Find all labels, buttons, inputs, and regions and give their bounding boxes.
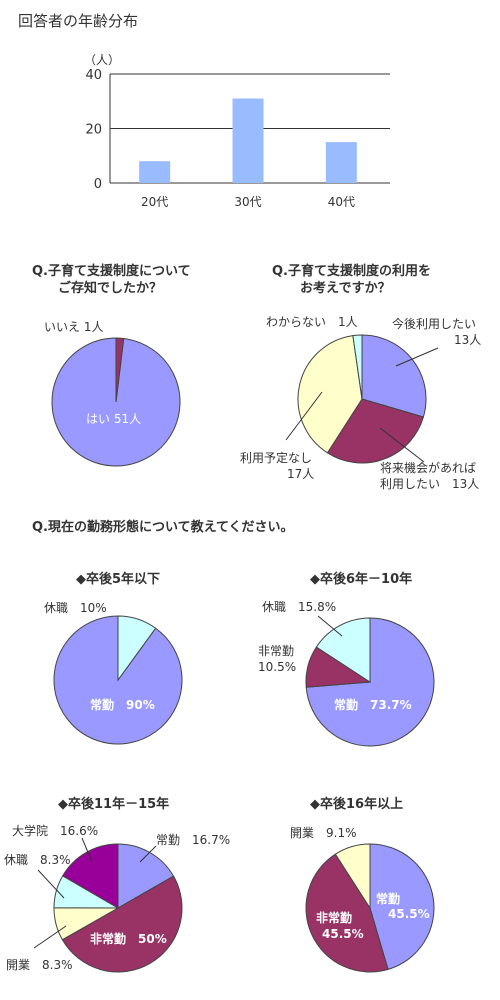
bar: [325, 142, 357, 183]
bar-x-tick-label: 40代: [328, 195, 355, 209]
pie1-label-no-name: いいえ: [44, 320, 80, 334]
pie5-label-parttime: 非常勤 50%: [90, 931, 167, 946]
bar-x-tick-label: 20代: [141, 195, 168, 209]
pie1-label-no: いいえ 1人: [44, 320, 103, 334]
pie1-title-line1: Q.子育て支援制度について: [32, 263, 191, 279]
pie2-title-line2: お考えですか？: [300, 280, 391, 296]
pie5-leader-leave: [37, 869, 65, 899]
pie6-label-parttime-1: 非常勤: [316, 910, 352, 925]
section-title: Q.現在の勤務形態について教えてください。: [32, 519, 294, 535]
pie1-label-yes-name: はい: [86, 412, 110, 426]
bar: [139, 161, 171, 183]
pie4: [305, 617, 435, 747]
bar-y-ticks: 0 20 40: [85, 68, 102, 192]
pie2-slice: [297, 335, 363, 454]
pie6-slice: [305, 853, 389, 973]
bar: [232, 98, 264, 183]
pie6-label-parttime-2: 45.5%: [322, 927, 364, 941]
pie1-title-line2: ご存知でしたか？: [58, 280, 162, 296]
pie5-label-open: 開業 8.3%: [6, 958, 73, 972]
pie3-slice: [117, 615, 157, 682]
pie2-label-chance-1: 将来機会があれば: [380, 460, 476, 475]
pie2-leader-chance: [379, 427, 425, 463]
pie1-label-yes-count: 51人: [114, 412, 141, 426]
pie2-leader-future: [395, 347, 439, 367]
pie5-label-grad: 大学院 16.6%: [12, 823, 98, 838]
pie2-label-unknown: わからない 1人: [266, 315, 358, 329]
bar-y-tick-label: 40: [85, 68, 102, 83]
pie3-label-fulltime: 常勤 90%: [90, 697, 155, 712]
pie1-label-no-count: 1人: [84, 320, 104, 334]
pie6-label-open: 開業 9.1%: [290, 826, 357, 840]
bar-series: [139, 98, 357, 183]
bar-chart-title: 回答者の年齢分布: [18, 12, 138, 30]
pie2-leader-none: [285, 391, 323, 441]
pie3-slice: [53, 615, 183, 745]
pie5-leader-open: [33, 925, 67, 949]
pie5-leader-grad: [81, 837, 93, 863]
pie6: [305, 843, 435, 973]
bar-x-tick-label: 30代: [234, 195, 261, 209]
pie3-title: ◆卒後5年以下: [76, 571, 160, 587]
pie3: [53, 615, 183, 745]
pie4-label-leave: 休職 15.8%: [262, 600, 336, 614]
pie2-label-none-1: 利用予定なし: [240, 450, 312, 465]
pie6-slice: [369, 843, 435, 971]
pie1: [51, 337, 181, 467]
bar-y-tick-label: 0: [94, 177, 102, 192]
pie2-slice: [361, 334, 427, 418]
pie5-title: ◆卒後11年－15年: [58, 796, 169, 812]
pie2-label-none-2: 17人: [287, 467, 314, 481]
pie4-label-fulltime: 常勤 73.7%: [334, 697, 412, 712]
pie4-title: ◆卒後6年－10年: [310, 571, 412, 587]
pie2-label-chance-2: 利用したい 13人: [380, 477, 479, 491]
pie6-title: ◆卒後16年以上: [310, 796, 403, 812]
pie4-label-parttime-2: 10.5%: [258, 660, 296, 674]
pie2: [297, 334, 427, 464]
pie5: [53, 843, 183, 973]
pie5-slice: [117, 843, 175, 909]
pie3-label-leave: 休職 10%: [44, 601, 107, 615]
pie1-label-yes: はい 51人: [86, 412, 141, 426]
bar-y-tick-label: 20: [85, 123, 102, 138]
bar-y-unit: （人）: [84, 53, 120, 67]
pie5-slice: [61, 875, 183, 973]
pie6-label-fulltime-2: 45.5%: [388, 907, 430, 921]
pie2-slice: [352, 334, 363, 400]
pie1-slice: [115, 337, 125, 403]
pie5-label-leave: 休職 8.3%: [4, 853, 71, 867]
pie4-leader-leave: [317, 615, 343, 637]
pie5-label-fulltime: 常勤 16.7%: [156, 833, 230, 847]
pie2-label-future-2: 13人: [454, 333, 481, 347]
pie4-label-parttime-1: 非常勤: [258, 644, 294, 658]
pie5-leader-fulltime: [139, 845, 157, 863]
bar-x-ticks: 20代 30代 40代: [141, 195, 355, 209]
pie6-label-fulltime-1: 常勤: [376, 891, 400, 906]
pie5-slice: [61, 843, 119, 909]
pie6-slice: [334, 843, 371, 910]
pie2-slice: [326, 398, 425, 464]
pie4-slice: [315, 617, 371, 683]
pie2-label-future-1: 今後利用したい: [392, 316, 476, 331]
pie2-title-line1: Q.子育て支援制度の利用を: [272, 263, 431, 279]
